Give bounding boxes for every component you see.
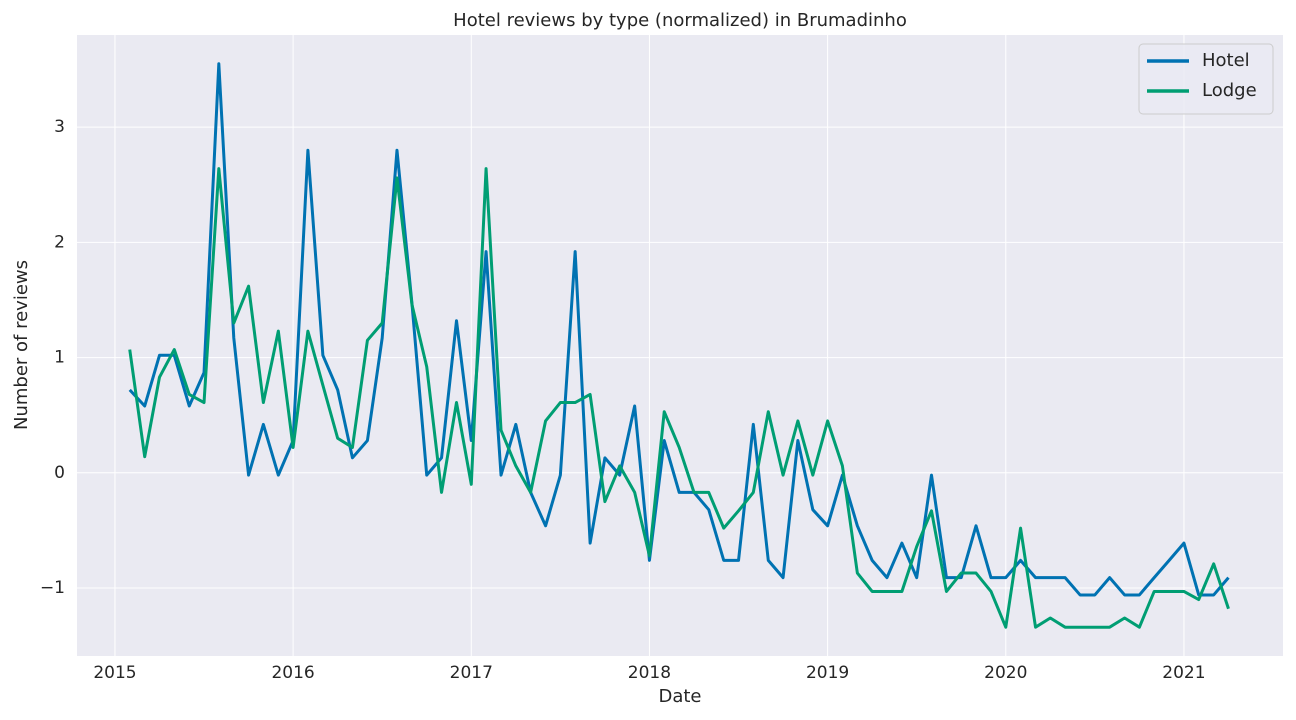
x-tick-label: 2018 <box>628 663 671 683</box>
y-tick-label: 1 <box>54 348 65 368</box>
y-tick-label: 3 <box>54 117 65 137</box>
y-tick-label: 2 <box>54 232 65 252</box>
chart-title: Hotel reviews by type (normalized) in Br… <box>453 10 907 31</box>
legend: Hotel Lodge <box>1138 43 1274 115</box>
x-tick-label: 2017 <box>450 663 493 683</box>
y-tick-label: −1 <box>40 578 65 598</box>
plot-area <box>77 35 1283 656</box>
legend-label: Hotel <box>1202 50 1250 71</box>
x-tick-label: 2019 <box>806 663 849 683</box>
x-tick-label: 2021 <box>1162 663 1205 683</box>
x-tick-label: 2015 <box>93 663 136 683</box>
y-axis-label: Number of reviews <box>11 260 32 430</box>
line-series <box>128 62 1230 597</box>
line-series <box>128 167 1230 629</box>
x-axis-label: Date <box>658 686 701 707</box>
legend-label: Lodge <box>1202 80 1257 101</box>
x-tick-label: 2016 <box>271 663 314 683</box>
x-tick-label: 2020 <box>984 663 1027 683</box>
y-tick-label: 0 <box>54 463 65 483</box>
